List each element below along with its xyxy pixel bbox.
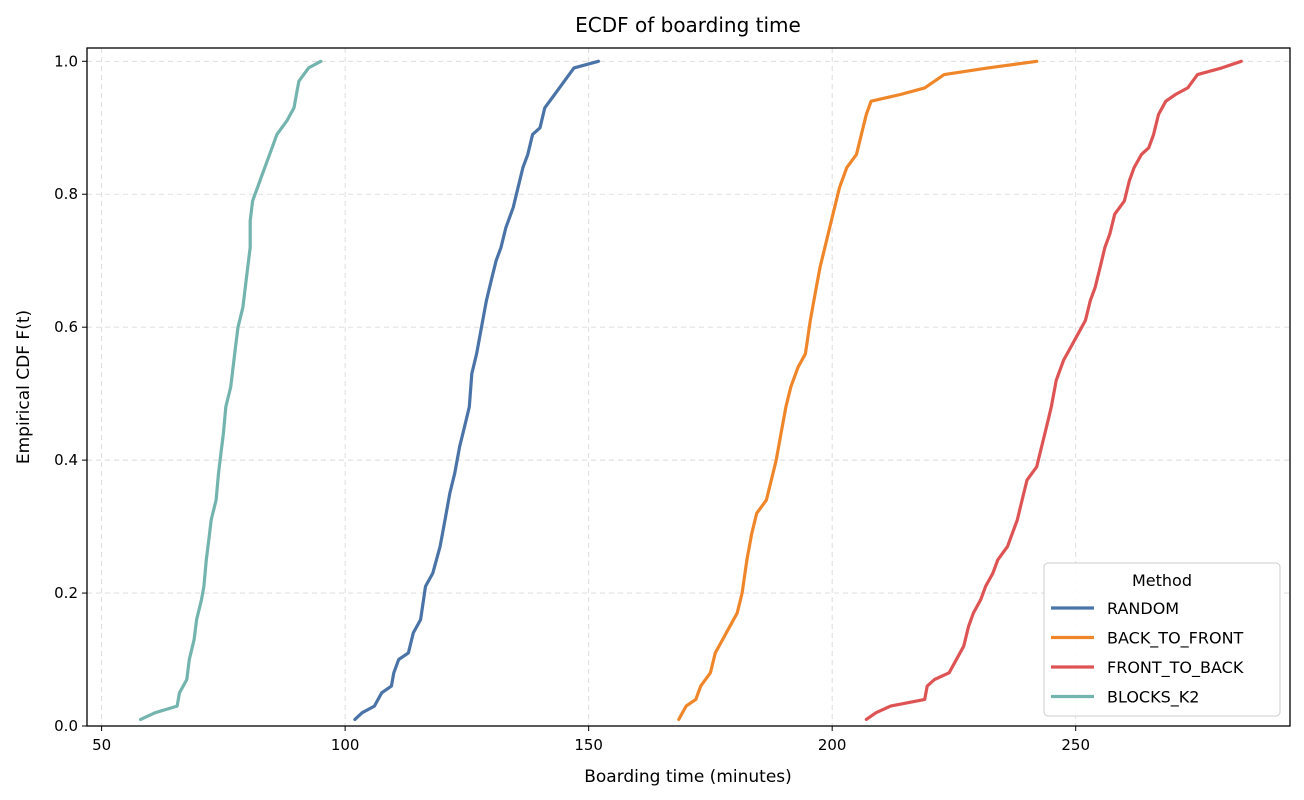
chart-title: ECDF of boarding time [575,13,801,37]
legend-label: BLOCKS_K2 [1107,688,1199,708]
x-axis-ticks: 50 100 150 200 250 [92,726,1090,754]
x-tick-label: 250 [1061,736,1090,754]
x-axis-label: Boarding time (minutes) [584,767,792,787]
series-line-random [353,59,600,721]
x-tick-label: 200 [818,736,847,754]
y-axis-label: Empirical CDF F(t) [14,310,34,464]
legend-box [1043,562,1281,717]
series-line-front-to-back [864,59,1243,721]
x-tick-label: 100 [331,736,360,754]
x-tick-label: 150 [574,736,603,754]
y-tick-label: 0.0 [54,717,78,735]
y-tick-label: 0.6 [54,318,78,336]
series-lines [139,59,1243,721]
y-tick-label: 0.8 [54,185,78,203]
series-line-blocks-k2 [139,59,323,721]
legend-title: Method [1132,571,1192,590]
legend: Method RANDOM BACK_TO_FRONT FRONT_TO_BACK B… [1043,562,1281,717]
legend-label: FRONT_TO_BACK [1107,658,1244,678]
x-tick-label: 50 [92,736,111,754]
legend-label: RANDOM [1107,599,1179,618]
y-tick-label: 1.0 [54,52,78,70]
y-axis-ticks: 0.0 0.2 0.4 0.6 0.8 1.0 [54,52,87,735]
legend-label: BACK_TO_FRONT [1107,629,1244,649]
y-tick-label: 0.4 [54,451,78,469]
plot-area-frame [86,47,1291,727]
series-line-back-to-front [677,59,1039,721]
y-tick-label: 0.2 [54,584,78,602]
